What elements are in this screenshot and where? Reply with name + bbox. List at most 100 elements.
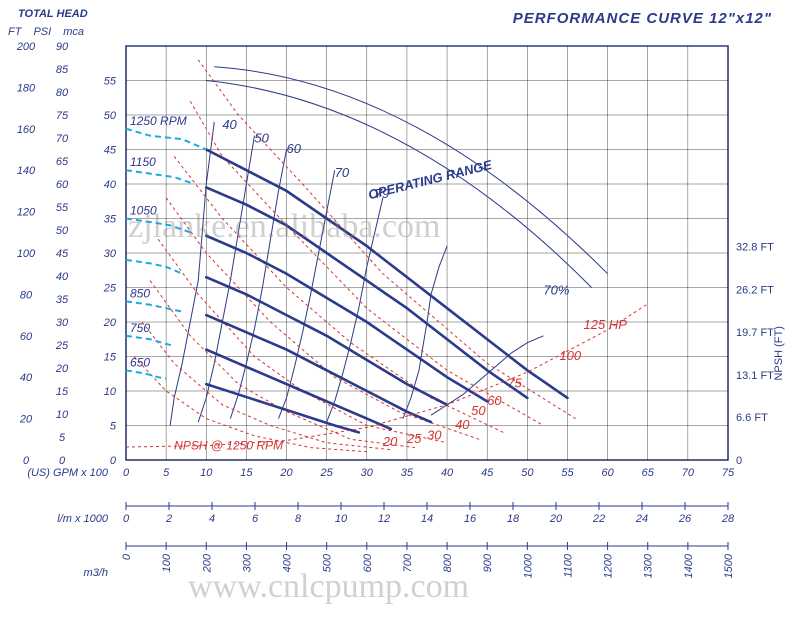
svg-text:35: 35 (56, 294, 69, 306)
svg-text:0: 0 (123, 467, 130, 479)
svg-text:13.1 FT: 13.1 FT (736, 370, 774, 382)
svg-text:25: 25 (406, 431, 422, 446)
svg-text:80: 80 (56, 87, 69, 99)
svg-text:26.2 FT: 26.2 FT (736, 285, 774, 297)
svg-text:200: 200 (16, 41, 36, 53)
svg-text:6.6 FT: 6.6 FT (736, 412, 768, 424)
svg-text:15: 15 (56, 386, 69, 398)
svg-text:70: 70 (682, 467, 695, 479)
svg-text:35: 35 (104, 214, 117, 226)
svg-text:60: 60 (56, 179, 69, 191)
svg-text:14: 14 (421, 513, 433, 525)
svg-text:50: 50 (56, 225, 69, 237)
svg-text:20: 20 (279, 467, 293, 479)
svg-text:70: 70 (56, 133, 69, 145)
svg-text:1300: 1300 (643, 553, 655, 578)
svg-text:1400: 1400 (683, 553, 695, 578)
svg-text:m3/h: m3/h (84, 567, 108, 579)
svg-text:5: 5 (59, 432, 66, 444)
svg-text:65: 65 (642, 467, 655, 479)
svg-text:1250 RPM: 1250 RPM (130, 114, 187, 128)
svg-text:19.7 FT: 19.7 FT (736, 327, 774, 339)
svg-text:2: 2 (165, 513, 172, 525)
svg-text:0: 0 (59, 455, 66, 467)
svg-text:20: 20 (103, 317, 117, 329)
svg-text:20: 20 (55, 363, 69, 375)
svg-text:40: 40 (441, 467, 454, 479)
svg-text:NPSH @ 1250 RPM: NPSH @ 1250 RPM (174, 438, 283, 452)
svg-text:25: 25 (320, 467, 334, 479)
svg-text:30: 30 (361, 467, 374, 479)
svg-text:15: 15 (240, 467, 253, 479)
svg-text:0: 0 (121, 553, 133, 560)
svg-text:60: 60 (487, 393, 502, 408)
svg-text:1000: 1000 (522, 553, 534, 578)
svg-text:60: 60 (601, 467, 614, 479)
svg-text:20: 20 (549, 513, 563, 525)
svg-text:6: 6 (252, 513, 259, 525)
svg-text:40: 40 (104, 179, 117, 191)
svg-text:26: 26 (678, 513, 692, 525)
svg-text:50: 50 (471, 403, 486, 418)
svg-text:16: 16 (464, 513, 477, 525)
svg-text:4: 4 (209, 513, 215, 525)
svg-text:40: 40 (455, 417, 470, 432)
svg-text:0: 0 (23, 455, 30, 467)
svg-text:180: 180 (17, 82, 36, 94)
svg-text:10: 10 (104, 386, 117, 398)
svg-text:35: 35 (401, 467, 414, 479)
svg-text:50: 50 (254, 131, 269, 146)
svg-text:28: 28 (721, 513, 735, 525)
svg-text:10: 10 (200, 467, 213, 479)
svg-text:40: 40 (56, 271, 69, 283)
svg-text:500: 500 (322, 553, 334, 572)
svg-text:25: 25 (55, 340, 69, 352)
svg-text:30: 30 (104, 248, 117, 260)
svg-text:(US) GPM x 100: (US) GPM x 100 (27, 467, 109, 479)
svg-text:30: 30 (427, 427, 442, 442)
svg-text:55: 55 (56, 202, 69, 214)
svg-text:600: 600 (362, 553, 374, 572)
svg-text:25: 25 (103, 283, 117, 295)
svg-text:100: 100 (161, 553, 173, 572)
svg-text:40: 40 (222, 117, 237, 132)
svg-text:0: 0 (123, 513, 130, 525)
svg-text:5: 5 (110, 421, 117, 433)
svg-text:125 HP: 125 HP (584, 317, 628, 332)
svg-text:l/m x 1000: l/m x 1000 (57, 513, 109, 525)
svg-text:70: 70 (335, 165, 350, 180)
svg-text:12: 12 (378, 513, 390, 525)
svg-text:55: 55 (104, 76, 117, 88)
svg-text:22: 22 (592, 513, 605, 525)
svg-text:0: 0 (736, 455, 742, 467)
svg-text:1050: 1050 (130, 204, 157, 218)
svg-text:1100: 1100 (562, 553, 574, 578)
svg-text:70%: 70% (543, 282, 569, 297)
svg-text:850: 850 (130, 286, 150, 300)
svg-text:160: 160 (17, 124, 36, 136)
svg-text:1200: 1200 (603, 553, 615, 578)
svg-text:50: 50 (104, 110, 117, 122)
performance-curve-chart: PERFORMANCE CURVE 12"x12" TOTAL HEAD FT … (8, 8, 792, 623)
svg-text:15: 15 (104, 352, 117, 364)
svg-text:24: 24 (635, 513, 648, 525)
svg-text:45: 45 (481, 467, 494, 479)
svg-text:65: 65 (56, 156, 69, 168)
svg-text:90: 90 (56, 41, 69, 53)
svg-text:8: 8 (295, 513, 302, 525)
svg-text:45: 45 (56, 248, 69, 260)
svg-text:50: 50 (521, 467, 534, 479)
svg-text:55: 55 (561, 467, 574, 479)
svg-text:75: 75 (56, 110, 69, 122)
chart-svg: 0510152025303540455055606570750510152025… (8, 8, 792, 623)
svg-text:5: 5 (163, 467, 170, 479)
svg-text:80: 80 (20, 289, 33, 301)
svg-text:400: 400 (282, 553, 294, 572)
svg-text:60: 60 (287, 141, 302, 156)
svg-text:32.8 FT: 32.8 FT (736, 242, 774, 254)
svg-text:20: 20 (382, 434, 398, 449)
svg-text:140: 140 (17, 165, 36, 177)
svg-text:120: 120 (17, 207, 36, 219)
svg-text:0: 0 (110, 455, 117, 467)
svg-text:45: 45 (104, 145, 117, 157)
